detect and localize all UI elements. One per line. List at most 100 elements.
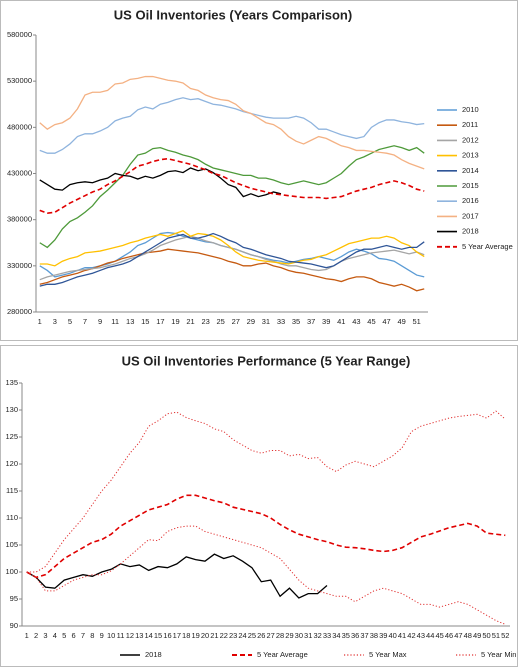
x-tick-label: 35 (292, 317, 300, 326)
x-tick-label: 24 (238, 631, 246, 640)
x-tick-label: 6 (72, 631, 76, 640)
legend-label: 2018 (462, 227, 479, 236)
x-tick-label: 35 (342, 631, 350, 640)
x-tick-label: 39 (379, 631, 387, 640)
x-tick-label: 11 (111, 317, 119, 326)
x-tick-label: 1 (25, 631, 29, 640)
x-tick-label: 1 (38, 317, 42, 326)
series-line (39, 167, 282, 198)
y-tick-label: 280000 (7, 307, 32, 316)
x-tick-label: 21 (210, 631, 218, 640)
legend-label: 2016 (462, 196, 479, 205)
chart-frame (0, 0, 518, 341)
x-tick-label: 44 (426, 631, 434, 640)
x-tick-label: 13 (126, 317, 134, 326)
legend-label: 2013 (462, 151, 479, 160)
legend-label: 2010 (462, 105, 479, 114)
x-tick-label: 9 (100, 631, 104, 640)
x-tick-label: 3 (53, 317, 57, 326)
y-tick-label: 115 (6, 486, 18, 495)
x-tick-label: 17 (173, 631, 181, 640)
x-tick-label: 7 (81, 631, 85, 640)
series-line (26, 525, 506, 625)
series-line (39, 97, 425, 154)
y-tick-label: 105 (5, 540, 18, 549)
y-tick-label: 130 (5, 405, 18, 414)
x-tick-label: 28 (276, 631, 284, 640)
legend-label: 5 Year Average (257, 650, 308, 659)
x-tick-label: 50 (482, 631, 490, 640)
x-tick-label: 49 (397, 317, 405, 326)
x-tick-label: 41 (398, 631, 406, 640)
x-tick-label: 31 (262, 317, 270, 326)
x-tick-label: 5 (68, 317, 72, 326)
x-tick-label: 40 (389, 631, 397, 640)
series-line (39, 157, 425, 215)
x-tick-label: 33 (323, 631, 331, 640)
x-tick-label: 31 (304, 631, 312, 640)
legend-label: 2015 (462, 181, 479, 190)
x-tick-label: 52 (501, 631, 509, 640)
x-tick-label: 37 (360, 631, 368, 640)
x-tick-label: 51 (413, 317, 421, 326)
x-tick-label: 18 (182, 631, 190, 640)
x-tick-label: 19 (191, 631, 199, 640)
legend-label: 5 Year Min (481, 650, 516, 659)
legend-label: 2011 (462, 120, 478, 129)
x-tick-label: 34 (332, 631, 340, 640)
y-tick-label: 95 (10, 594, 18, 603)
x-tick-label: 45 (435, 631, 443, 640)
x-tick-label: 3 (43, 631, 47, 640)
x-tick-label: 43 (352, 317, 360, 326)
x-tick-label: 36 (351, 631, 359, 640)
x-tick-label: 46 (445, 631, 453, 640)
series-line (39, 248, 425, 292)
y-tick-label: 430000 (7, 168, 32, 177)
x-tick-label: 22 (220, 631, 228, 640)
y-tick-label: 125 (5, 432, 18, 441)
x-tick-label: 21 (186, 317, 194, 326)
x-tick-label: 5 (62, 631, 66, 640)
x-tick-label: 29 (247, 317, 255, 326)
x-tick-label: 4 (53, 631, 57, 640)
y-tick-label: 480000 (7, 122, 32, 131)
x-tick-label: 14 (145, 631, 153, 640)
y-tick-label: 380000 (7, 215, 32, 224)
x-tick-label: 23 (201, 317, 209, 326)
series-line (39, 230, 425, 267)
x-tick-label: 19 (171, 317, 179, 326)
x-tick-label: 20 (201, 631, 209, 640)
y-tick-label: 110 (6, 513, 18, 522)
x-tick-label: 41 (337, 317, 345, 326)
legend-label: 5 Year Max (369, 650, 407, 659)
series-line (39, 232, 425, 287)
x-tick-label: 15 (154, 631, 162, 640)
x-tick-label: 17 (156, 317, 164, 326)
y-tick-label: 330000 (7, 261, 32, 270)
y-tick-label: 580000 (7, 30, 32, 39)
x-tick-label: 15 (141, 317, 149, 326)
x-tick-label: 11 (117, 631, 125, 640)
x-tick-label: 25 (217, 317, 225, 326)
chart-title: US Oil Inventories Performance (5 Year R… (122, 353, 411, 368)
x-tick-label: 29 (285, 631, 293, 640)
y-tick-label: 100 (5, 567, 18, 576)
chart-frame (0, 345, 518, 667)
series-line (39, 145, 425, 249)
series-line (26, 410, 506, 573)
x-tick-label: 51 (492, 631, 500, 640)
y-tick-label: 120 (5, 459, 18, 468)
x-tick-label: 49 (473, 631, 481, 640)
y-tick-label: 135 (5, 378, 18, 387)
x-tick-label: 13 (135, 631, 143, 640)
series-line (26, 494, 506, 579)
legend-label: 2012 (462, 135, 479, 144)
x-tick-label: 2 (34, 631, 38, 640)
legend-label: 2014 (462, 166, 479, 175)
x-tick-label: 27 (267, 631, 275, 640)
y-tick-label: 530000 (7, 76, 32, 85)
x-tick-label: 26 (257, 631, 265, 640)
x-tick-label: 32 (313, 631, 321, 640)
series-line (26, 553, 328, 599)
